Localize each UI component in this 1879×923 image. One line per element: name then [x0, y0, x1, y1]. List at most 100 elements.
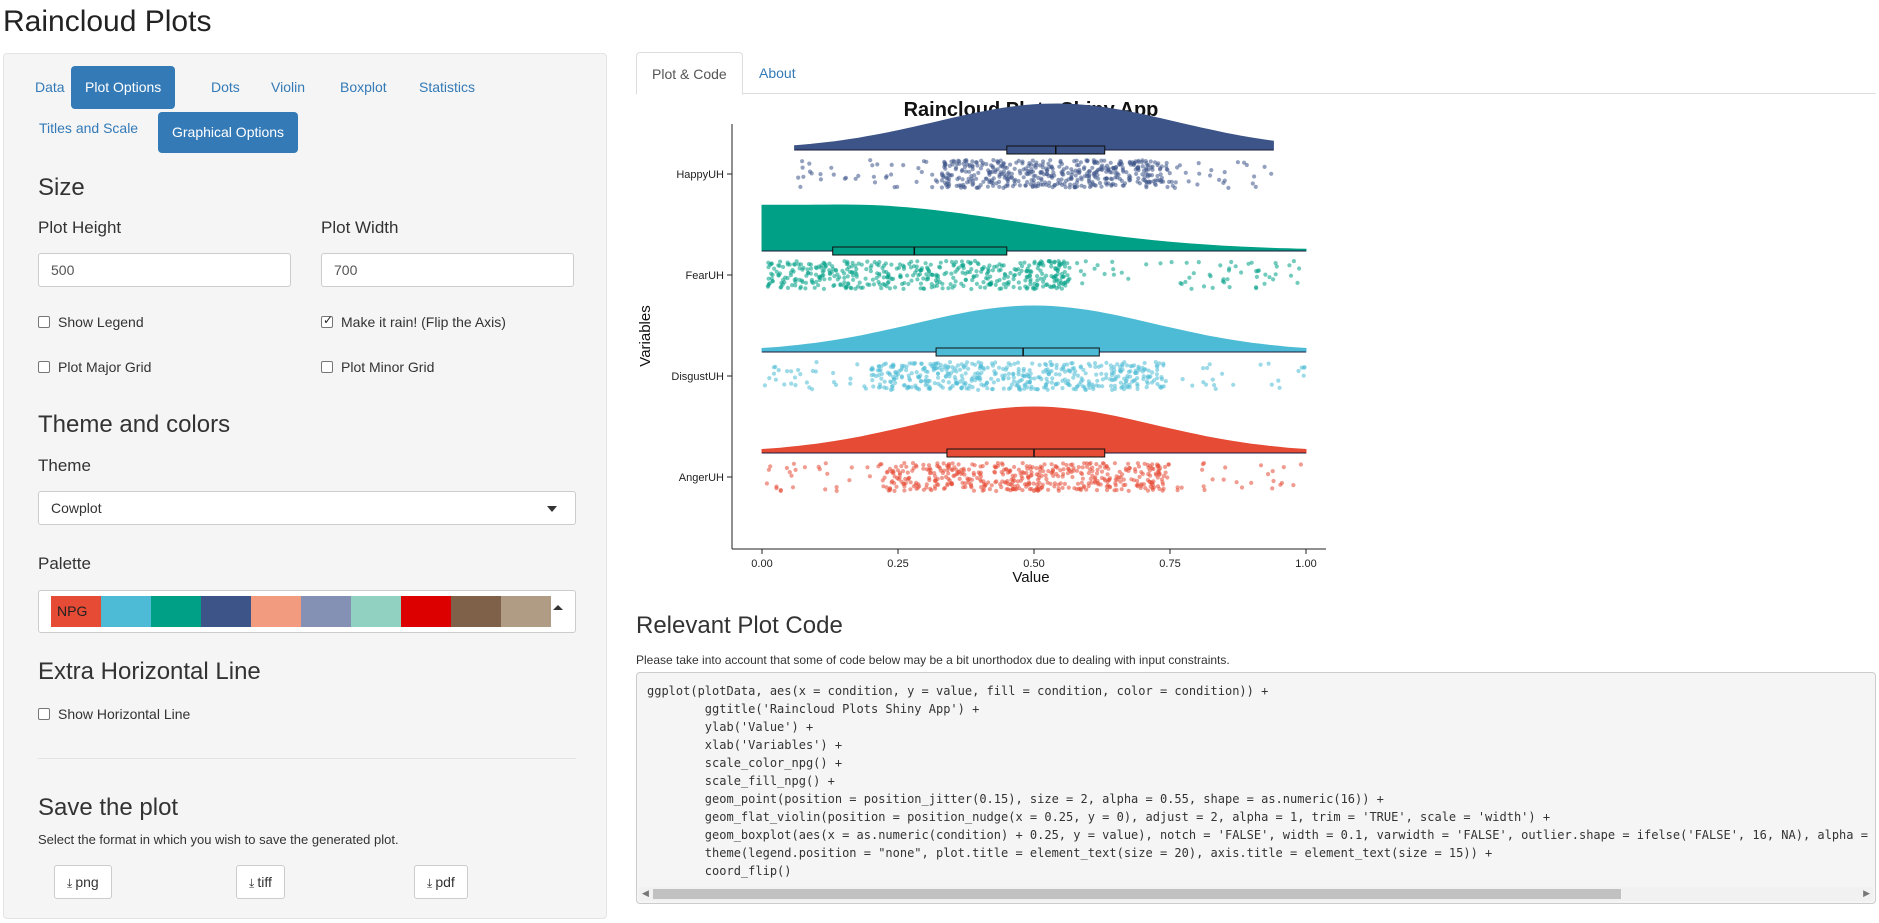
data-point: [960, 270, 965, 275]
tab-statistics[interactable]: Statistics: [419, 79, 476, 95]
data-point: [883, 361, 888, 366]
minor-grid-checkbox[interactable]: Plot Minor Grid: [321, 359, 434, 375]
data-point: [1011, 277, 1016, 282]
data-point: [1081, 367, 1086, 372]
data-point: [1118, 380, 1123, 385]
plot-width-input[interactable]: 700: [321, 253, 574, 287]
data-point: [1160, 480, 1165, 485]
data-point: [1100, 163, 1105, 168]
violin-happyuh: [794, 103, 1274, 151]
data-point: [1017, 168, 1022, 173]
checkbox-box[interactable]: [38, 361, 50, 373]
plot-height-input[interactable]: 500: [38, 253, 291, 287]
data-point: [1122, 360, 1127, 365]
data-point: [1039, 178, 1044, 183]
data-point: [940, 286, 945, 291]
data-point: [785, 285, 791, 290]
data-point: [816, 464, 821, 469]
data-point: [1255, 269, 1260, 274]
data-point: [1274, 264, 1279, 269]
data-point: [787, 470, 792, 475]
make-it-rain-checkbox[interactable]: Make it rain! (Flip the Axis): [321, 313, 506, 330]
tab-titles-and-scale[interactable]: Titles and Scale: [39, 120, 139, 136]
download-tiff-button[interactable]: ⤓ tiff: [236, 865, 285, 899]
download-png-button[interactable]: ⤓ png: [54, 865, 112, 899]
data-point: [1201, 284, 1207, 289]
data-point: [1201, 380, 1206, 385]
download-pdf-button[interactable]: ⤓ pdf: [414, 865, 468, 899]
data-point: [892, 474, 897, 479]
data-point: [967, 476, 972, 482]
data-point: [1102, 271, 1107, 277]
data-point: [1075, 481, 1081, 486]
data-point: [814, 360, 819, 365]
data-point: [1299, 365, 1304, 370]
data-point: [884, 470, 889, 475]
data-point: [1142, 461, 1147, 466]
data-point: [976, 170, 981, 175]
show-horizontal-line-checkbox[interactable]: Show Horizontal Line: [38, 706, 190, 722]
data-point: [849, 465, 854, 470]
data-point: [993, 282, 998, 287]
checkbox-box[interactable]: [38, 316, 50, 328]
data-point: [1011, 379, 1016, 384]
tab-graphical-options[interactable]: Graphical Options: [158, 112, 299, 153]
tab-dots[interactable]: Dots: [211, 79, 240, 95]
major-grid-checkbox[interactable]: Plot Major Grid: [38, 359, 151, 375]
tab-violin[interactable]: Violin: [271, 79, 305, 95]
tab-about[interactable]: About: [759, 65, 796, 81]
data-point: [1062, 264, 1068, 269]
theme-select[interactable]: Cowplot: [38, 491, 576, 525]
data-point: [947, 163, 952, 168]
data-point: [892, 488, 897, 493]
data-point: [1095, 378, 1100, 383]
data-point: [776, 273, 781, 278]
data-point: [1034, 184, 1039, 189]
data-point: [947, 386, 952, 391]
tab-data[interactable]: Data: [35, 79, 65, 95]
palette-select[interactable]: NPG: [38, 590, 576, 633]
data-point: [870, 378, 875, 383]
data-point: [990, 164, 995, 169]
data-point: [1170, 183, 1175, 188]
data-point: [1148, 159, 1153, 164]
show-legend-checkbox[interactable]: Show Legend: [38, 314, 144, 330]
scrollbar-thumb[interactable]: [653, 889, 1621, 899]
data-point: [959, 168, 964, 174]
data-point: [1146, 368, 1151, 373]
data-point: [1022, 260, 1027, 265]
data-point: [1095, 263, 1100, 268]
data-point: [924, 272, 929, 277]
checkbox-box[interactable]: [321, 313, 333, 328]
data-point: [889, 172, 894, 177]
data-point: [776, 263, 781, 268]
data-point: [953, 377, 958, 382]
data-point: [1021, 373, 1026, 379]
data-point: [1102, 465, 1108, 470]
data-point: [1143, 486, 1148, 491]
data-point: [1084, 487, 1089, 492]
code-line: theme(legend.position = "none", plot.tit…: [704, 846, 1493, 860]
tab-plot-and-code[interactable]: Plot & Code: [636, 52, 743, 95]
data-point: [979, 158, 984, 163]
data-point: [1006, 170, 1011, 175]
data-point: [948, 371, 953, 376]
data-point: [876, 279, 881, 285]
checkbox-box[interactable]: [321, 361, 333, 373]
data-point: [1022, 383, 1027, 388]
tab-plot-options[interactable]: Plot Options: [71, 66, 176, 109]
horizontal-scrollbar[interactable]: ◀ ▶: [639, 887, 1873, 901]
checkbox-box[interactable]: [38, 708, 50, 720]
data-point: [1035, 477, 1041, 482]
data-point: [1038, 276, 1043, 281]
scroll-right-icon[interactable]: ▶: [1863, 888, 1870, 898]
data-point: [1050, 467, 1055, 472]
data-point: [1061, 274, 1066, 279]
data-point: [1249, 480, 1254, 485]
code-line: ggplot(plotData, aes(x = condition, y = …: [647, 684, 1269, 698]
data-point: [970, 278, 975, 283]
scroll-left-icon[interactable]: ◀: [642, 888, 649, 898]
tab-boxplot[interactable]: Boxplot: [340, 79, 387, 95]
data-point: [953, 366, 958, 371]
data-point: [932, 478, 937, 483]
